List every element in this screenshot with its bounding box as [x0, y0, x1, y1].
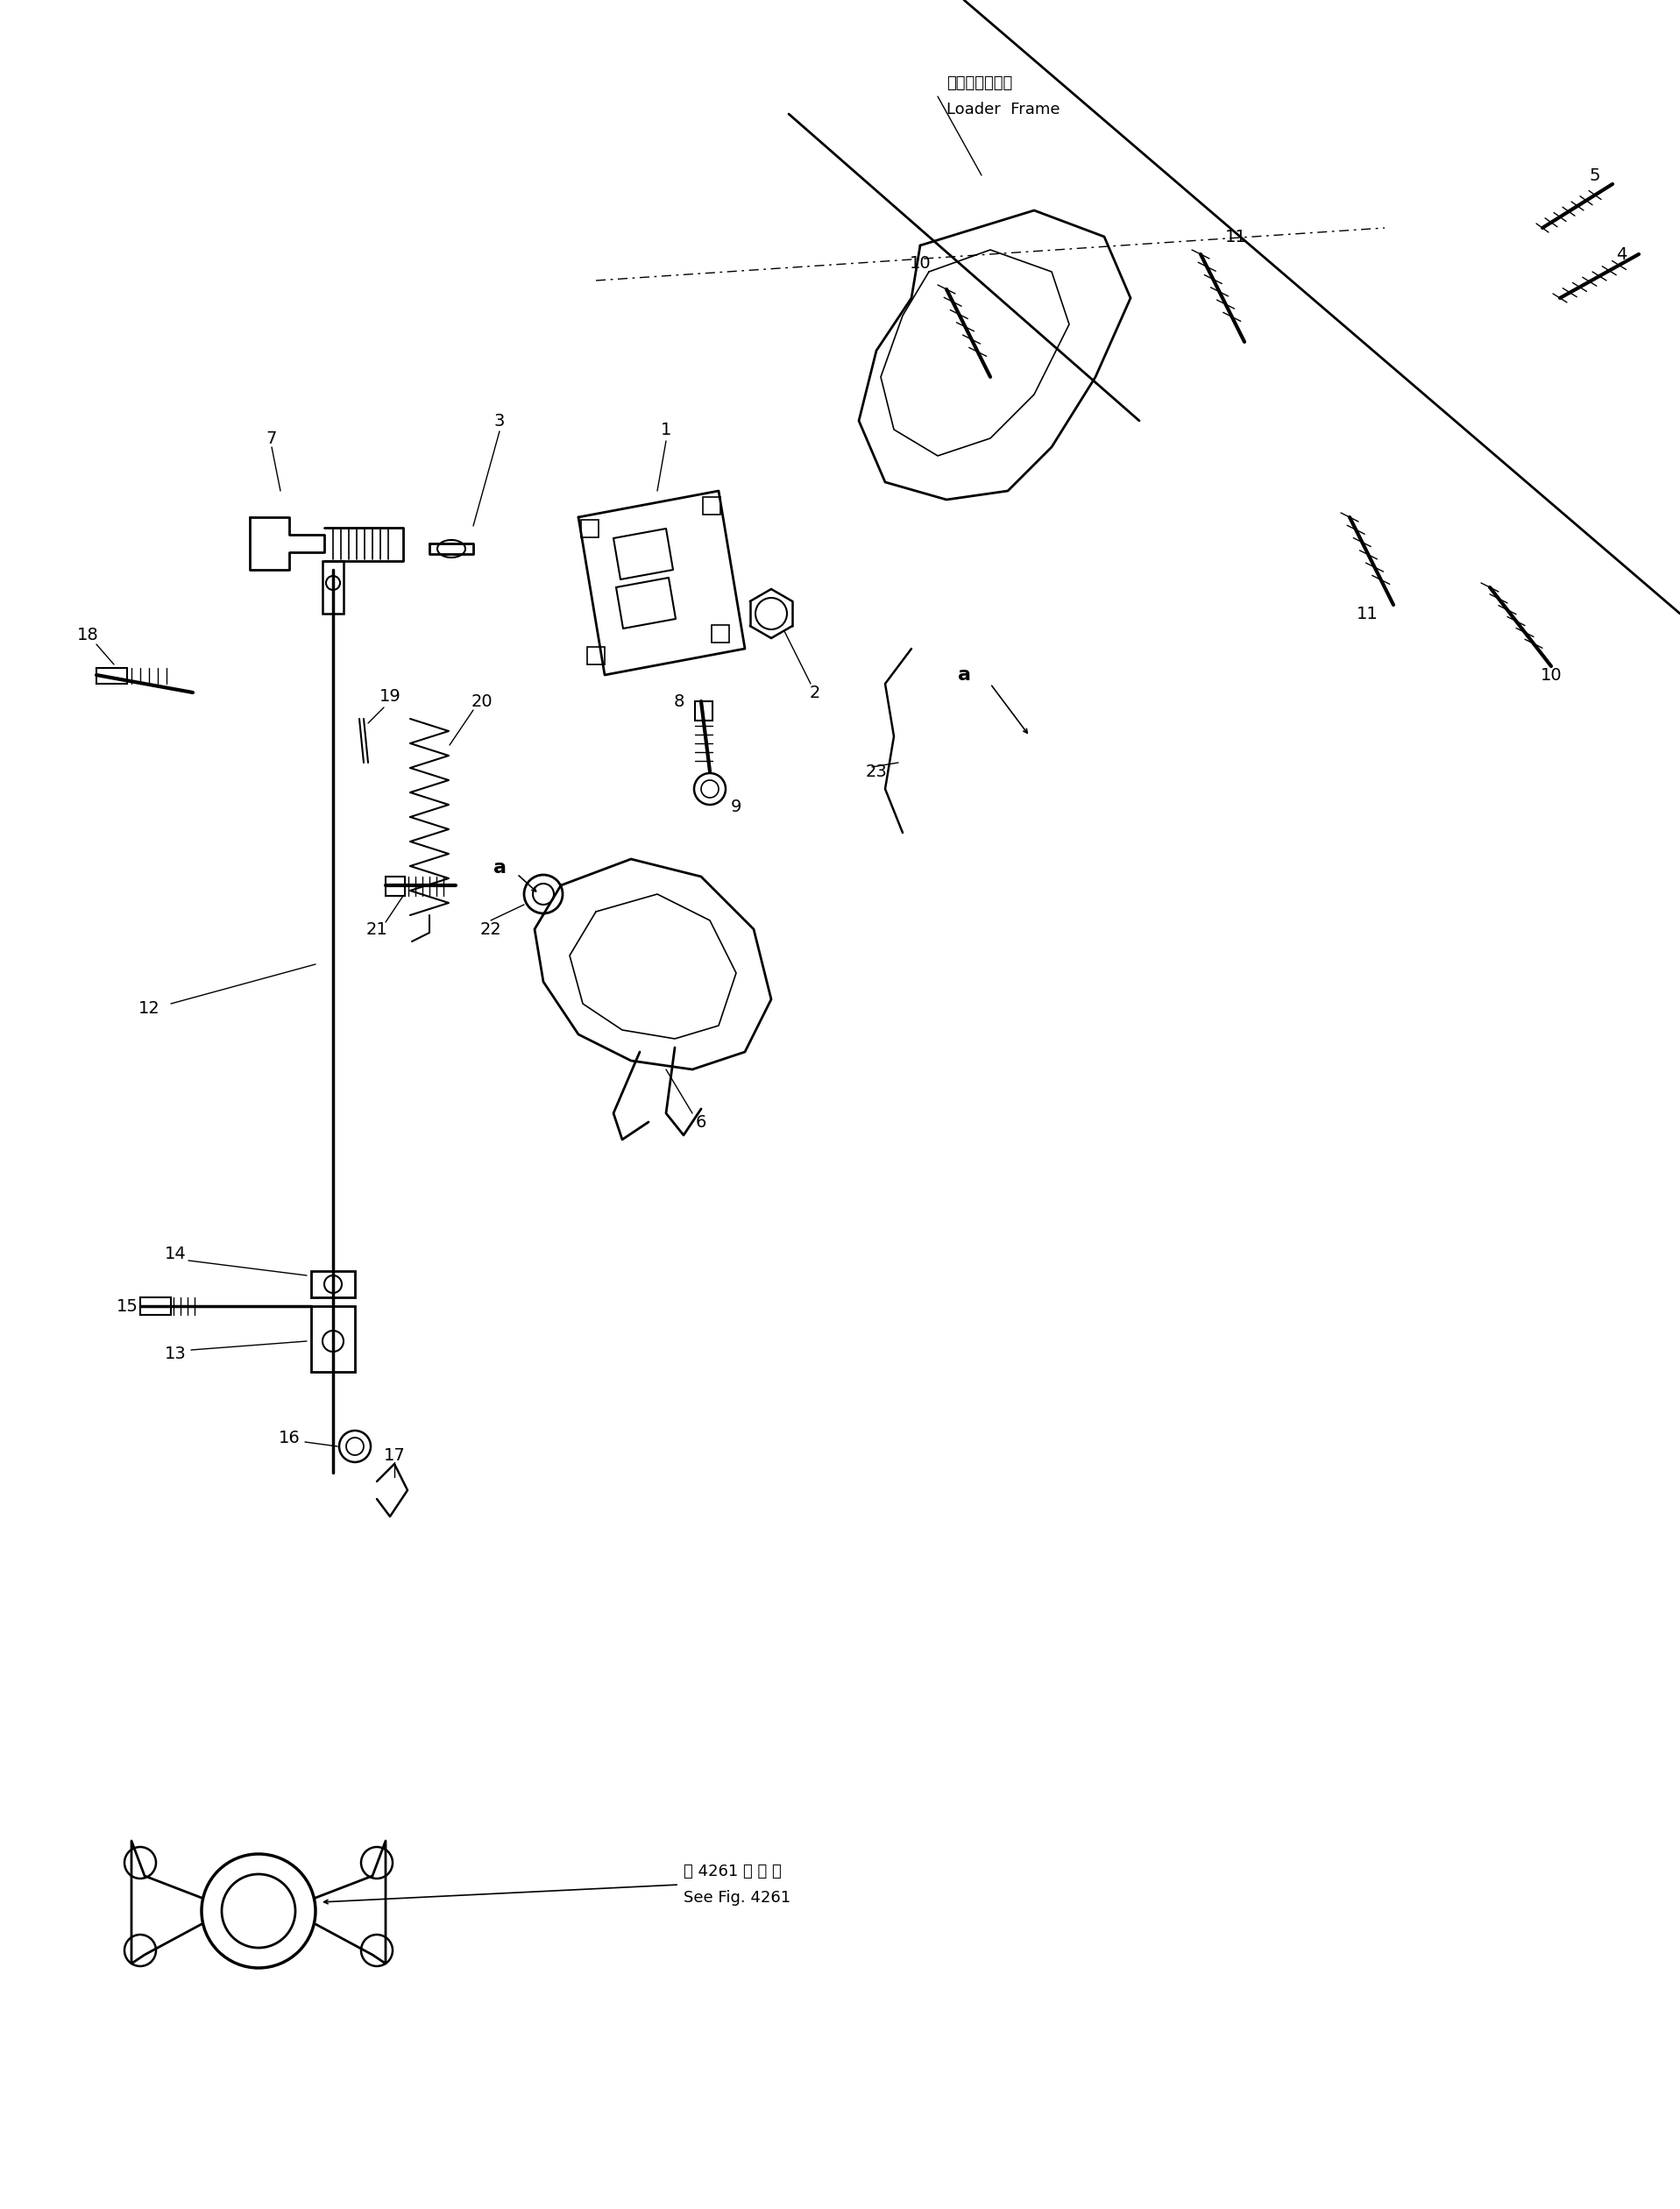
- Text: 13: 13: [165, 1345, 186, 1363]
- Text: 2: 2: [810, 685, 820, 700]
- Text: 23: 23: [865, 762, 887, 780]
- Text: 15: 15: [116, 1299, 138, 1314]
- Text: 14: 14: [165, 1246, 186, 1261]
- Text: 11: 11: [1225, 228, 1247, 245]
- Bar: [311, 1306, 354, 1372]
- Text: 8: 8: [674, 694, 685, 709]
- Bar: [311, 1270, 354, 1297]
- Bar: [386, 877, 405, 897]
- Text: 10: 10: [1541, 667, 1562, 683]
- Text: 5: 5: [1589, 168, 1601, 183]
- Text: ローダフレーム: ローダフレーム: [946, 75, 1013, 91]
- Bar: [139, 1297, 171, 1314]
- Bar: [712, 625, 729, 643]
- Text: 3: 3: [494, 413, 506, 429]
- Text: 9: 9: [731, 797, 741, 815]
- Text: 16: 16: [279, 1429, 301, 1447]
- Text: 20: 20: [470, 694, 492, 709]
- Bar: [323, 561, 343, 614]
- Text: See Fig. 4261: See Fig. 4261: [684, 1891, 791, 1906]
- Text: 11: 11: [1356, 605, 1378, 623]
- Bar: [581, 519, 598, 537]
- Text: 10: 10: [909, 254, 931, 272]
- Text: 19: 19: [380, 689, 402, 705]
- Bar: [702, 497, 721, 515]
- Bar: [96, 667, 128, 685]
- Text: 17: 17: [383, 1447, 405, 1462]
- Text: Loader  Frame: Loader Frame: [946, 102, 1060, 117]
- Text: a: a: [492, 859, 506, 877]
- Text: 第 4261 図 参 照: 第 4261 図 参 照: [684, 1864, 781, 1880]
- Text: 6: 6: [696, 1113, 707, 1131]
- Text: 12: 12: [138, 1001, 160, 1016]
- Text: 21: 21: [366, 921, 388, 937]
- Text: 4: 4: [1616, 245, 1626, 263]
- Bar: [588, 647, 605, 665]
- Bar: [696, 700, 712, 720]
- Text: a: a: [958, 667, 971, 685]
- Text: 7: 7: [265, 431, 277, 446]
- Text: 1: 1: [660, 422, 672, 437]
- Text: 22: 22: [480, 921, 502, 937]
- Text: 18: 18: [77, 627, 99, 643]
